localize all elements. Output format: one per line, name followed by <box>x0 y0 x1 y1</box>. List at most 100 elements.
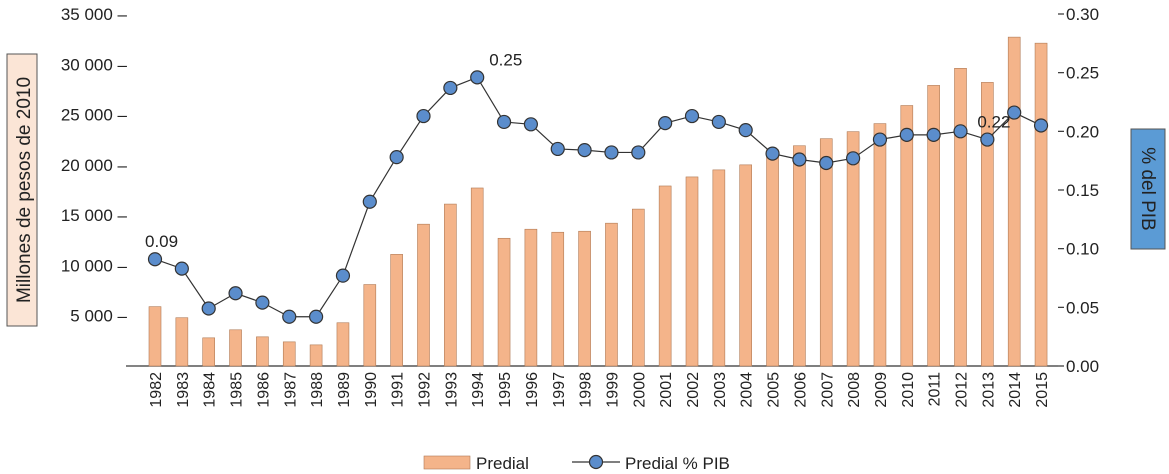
x-tick-label-2004: 2004 <box>739 372 756 408</box>
y-right-tick-label: 0.25 <box>1066 64 1099 83</box>
legend-swatch-predial <box>423 455 471 470</box>
bar-2010 <box>900 105 914 367</box>
point-2009 <box>872 132 888 147</box>
bar-1990 <box>363 284 377 367</box>
line-series-predial-pib <box>147 70 1049 324</box>
x-tick-label-2014: 2014 <box>1007 372 1024 408</box>
y-right-tick-label: 0.30 <box>1066 5 1099 24</box>
point-1999 <box>604 145 619 160</box>
point-2001 <box>658 116 673 131</box>
bar-1998 <box>578 230 591 367</box>
point-2012 <box>953 124 968 139</box>
x-tick-label-1989: 1989 <box>336 372 353 408</box>
y-axis-label-left-box: Millones de pesos de 2010 <box>6 53 38 327</box>
x-tick-label-1994: 1994 <box>470 372 487 408</box>
bar-1989 <box>336 322 350 367</box>
annotation-2013: 0.22 <box>977 113 1010 132</box>
y-tick-label: 25 000 – <box>61 106 128 125</box>
bar-2001 <box>658 185 672 367</box>
bar-2000 <box>631 208 645 367</box>
bar-2012 <box>954 68 967 367</box>
x-tick-label-2012: 2012 <box>954 372 971 408</box>
point-1989 <box>335 268 351 283</box>
bar-2002 <box>685 176 699 367</box>
bar-2015 <box>1034 42 1048 367</box>
x-tick-label-1985: 1985 <box>229 372 246 408</box>
bar-1986 <box>256 336 269 367</box>
legend-label-predial: Predial <box>476 454 529 473</box>
point-1993 <box>443 80 458 96</box>
point-2015 <box>1033 118 1049 133</box>
point-2003 <box>711 114 726 130</box>
bar-1997 <box>551 231 565 367</box>
x-tick-label-1983: 1983 <box>175 372 192 408</box>
bar-1982 <box>148 306 162 367</box>
x-tick-label-1993: 1993 <box>443 372 460 408</box>
y-right-tick-label: 0.10 <box>1066 240 1099 259</box>
bar-2009 <box>873 123 887 367</box>
point-1985 <box>228 286 243 301</box>
y-right-tick-label: 0.20 <box>1066 122 1099 141</box>
point-1998 <box>577 143 592 158</box>
point-2006 <box>792 152 807 167</box>
y-tick-label: 5 000 – <box>70 307 127 326</box>
point-1995 <box>496 114 512 130</box>
annotation-1982: 0.09 <box>145 232 178 251</box>
x-tick-label-1996: 1996 <box>524 372 541 408</box>
x-tick-label-2003: 2003 <box>712 372 729 408</box>
bar-1985 <box>229 329 242 367</box>
x-tick-label-2007: 2007 <box>819 372 836 408</box>
bar-2014 <box>1007 36 1021 367</box>
y-tick-label: 10 000 – <box>61 256 128 275</box>
bar-2005 <box>766 149 779 367</box>
left-axis: 5 000 – 10 000 – 15 000 – 20 000 – 25 000 – 3… <box>61 5 140 367</box>
point-2000 <box>631 145 646 160</box>
line-path <box>154 76 1042 318</box>
x-tick-label-1997: 1997 <box>551 372 568 408</box>
x-tick-label-1998: 1998 <box>578 372 595 408</box>
x-tick-label-1986: 1986 <box>255 372 272 408</box>
right-axis: 0.00 0.05 0.10 0.15 0.20 0.25 0.30 <box>140 5 1099 376</box>
x-tick-label-1984: 1984 <box>202 372 219 408</box>
bar-1988 <box>309 344 323 367</box>
x-tick-label-1991: 1991 <box>390 372 407 408</box>
x-tick-label-2015: 2015 <box>1034 372 1051 408</box>
x-tick-label-2009: 2009 <box>873 372 890 408</box>
x-tick-label-2005: 2005 <box>766 372 783 408</box>
y-axis-label-right: % del PIB <box>1137 147 1158 230</box>
bar-1983 <box>175 317 189 367</box>
x-tick-label-1990: 1990 <box>363 372 380 408</box>
x-tick-label-1999: 1999 <box>604 372 621 408</box>
bar-1987 <box>282 341 296 367</box>
point-1983 <box>174 261 189 276</box>
bar-1995 <box>497 237 511 367</box>
y-axis-label-right-box: % del PIB <box>1130 128 1166 250</box>
bar-2011 <box>927 85 940 367</box>
x-tick-label-1995: 1995 <box>497 372 514 408</box>
bar-1994 <box>470 187 484 367</box>
y-tick-label: 35 000 – <box>61 5 128 24</box>
point-1996 <box>523 117 539 132</box>
y-axis-label-left: Millones de pesos de 2010 <box>14 77 35 303</box>
point-2004 <box>738 123 753 138</box>
point-1991 <box>389 150 404 165</box>
point-1986 <box>255 295 270 310</box>
point-1992 <box>416 108 431 124</box>
point-2013 <box>980 132 995 147</box>
y-right-tick-label: 0.00 <box>1066 357 1099 376</box>
x-tick-label-2002: 2002 <box>685 372 702 408</box>
x-tick-label-2000: 2000 <box>631 372 648 408</box>
point-1994 <box>470 70 485 85</box>
annotation-1994: 0.25 <box>489 50 522 69</box>
x-tick-label-2011: 2011 <box>927 372 944 407</box>
point-2010 <box>899 127 914 142</box>
bar-2003 <box>712 169 726 367</box>
y-tick-label: 30 000 – <box>61 55 128 74</box>
bar-1999 <box>605 222 618 367</box>
point-1987 <box>282 309 297 324</box>
x-tick-label-2010: 2010 <box>900 372 917 408</box>
point-1990 <box>362 194 377 209</box>
x-tick-label-1992: 1992 <box>417 372 434 408</box>
bar-1991 <box>390 254 403 367</box>
